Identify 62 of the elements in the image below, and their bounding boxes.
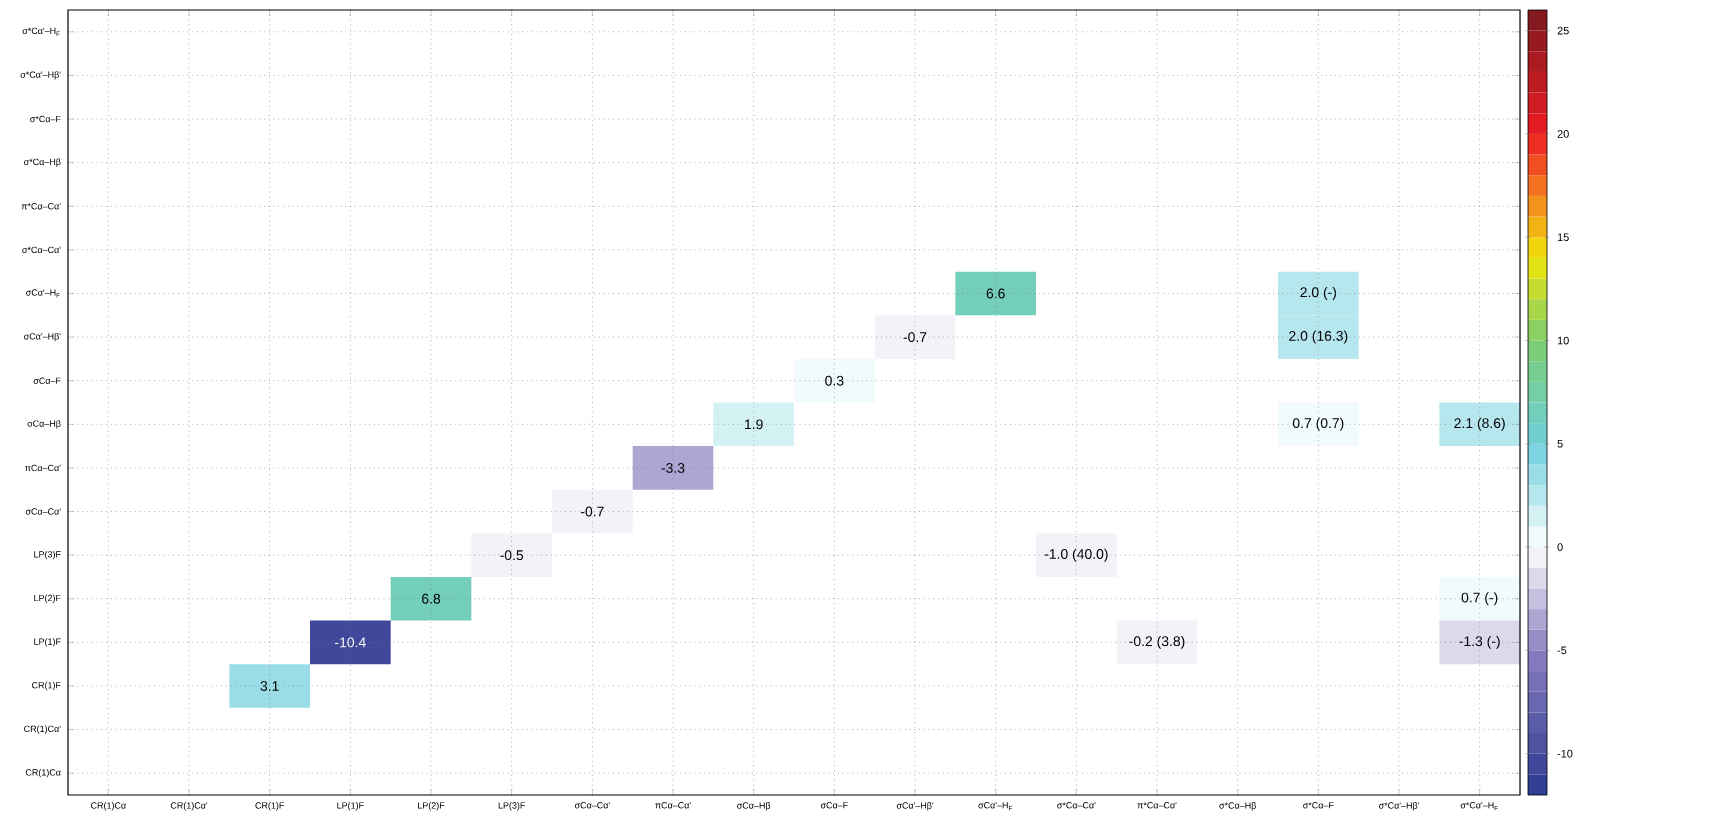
data-label: 2.1 (8.6) [1454, 417, 1505, 431]
color-bar-label: 5 [1557, 440, 1563, 448]
y-tick-label: σ*Cα'–Hβ' [20, 71, 61, 80]
data-label: 3.1 [260, 681, 279, 691]
x-tick-label: σCα'–H$_{F}$ [978, 802, 1013, 811]
y-tick-label: CR(1)Cα [25, 769, 61, 778]
x-tick-label: σCα–Cα' [574, 802, 610, 809]
data-label: -3.3 [661, 463, 685, 473]
data-label: -0.7 [580, 506, 604, 517]
data-label: 6.8 [422, 593, 441, 604]
x-tick-label: π*Cα–Cα' [1137, 802, 1177, 809]
data-label: -1.0 (40.0) [1044, 548, 1108, 562]
x-tick-label: LP(2)F [418, 802, 445, 811]
x-tick-label: σ*Cα–Cα' [1057, 802, 1096, 809]
data-label: -0.5 [500, 550, 524, 561]
y-tick-label: σCα'–H$_{F}$ [26, 289, 60, 298]
data-label: 2.0 (-) [1300, 286, 1337, 300]
x-tick-label: σCα–F [820, 802, 848, 809]
x-tick-label: σCα'–Hβ' [896, 802, 934, 811]
x-tick-label: σ*Cα–F [1303, 802, 1334, 809]
y-tick-label: σCα–F [33, 377, 61, 384]
color-bar-label: 0 [1557, 543, 1563, 551]
data-label: -1.3 (-) [1459, 635, 1500, 649]
y-tick-label: LP(2)F [34, 594, 61, 603]
x-tick-label: CR(1)Cα' [170, 802, 208, 811]
color-bar-label: 15 [1557, 233, 1569, 242]
data-label: -0.2 (3.8) [1129, 635, 1185, 649]
y-tick-label: πCα–Cα' [25, 464, 61, 472]
x-tick-label: CR(1)Cα [91, 802, 126, 811]
data-label: -0.7 [903, 332, 927, 343]
y-tick-label: σ*Cα–Hβ [24, 158, 61, 167]
y-tick-label: LP(1)F [34, 638, 61, 647]
y-tick-label: σCα'–Hβ' [24, 332, 61, 342]
x-tick-label: CR(1)F [255, 802, 285, 811]
data-label: 0.7 (0.7) [1292, 417, 1344, 431]
y-tick-label: CR(1)F [32, 681, 61, 691]
x-tick-label: σ*Cα–Hβ [1219, 802, 1256, 811]
color-bar-label: -5 [1557, 646, 1567, 655]
color-bar-label: 10 [1557, 336, 1569, 345]
y-tick-label: σCα–Cα' [25, 508, 61, 515]
color-bar-label: 25 [1557, 26, 1569, 35]
y-tick-label: π*Cα–Cα' [21, 203, 61, 210]
x-tick-label: πCα–Cα' [655, 802, 691, 809]
y-tick-label: CR(1)Cα' [24, 725, 61, 734]
y-tick-label: σ*Cα'–H$_{F}$ [22, 27, 60, 36]
x-tick-label: σCα–Hβ [737, 802, 771, 811]
color-bar-label: -10 [1557, 749, 1573, 758]
x-tick-label: LP(3)F [498, 802, 526, 811]
data-label: 2.0 (16.3) [1289, 330, 1348, 344]
y-tick-label: σ*Cα–Cα' [22, 246, 61, 254]
y-tick-label: σCα–Hβ [27, 420, 61, 429]
x-tick-label: LP(1)F [337, 802, 364, 811]
x-tick-label: σ*Cα'–H$_{F}$ [1460, 802, 1498, 811]
y-tick-label: LP(3)F [34, 550, 61, 560]
y-tick-label: σ*Cα–F [30, 115, 61, 123]
color-bar-label: 20 [1557, 130, 1569, 138]
data-label: 0.3 [825, 375, 844, 386]
data-label: 6.6 [986, 288, 1005, 299]
data-label: -10.4 [335, 637, 366, 648]
data-label: 1.9 [745, 419, 763, 430]
data-label: 0.7 (-) [1461, 592, 1498, 606]
x-tick-label: σ*Cα'–Hβ' [1379, 802, 1419, 811]
